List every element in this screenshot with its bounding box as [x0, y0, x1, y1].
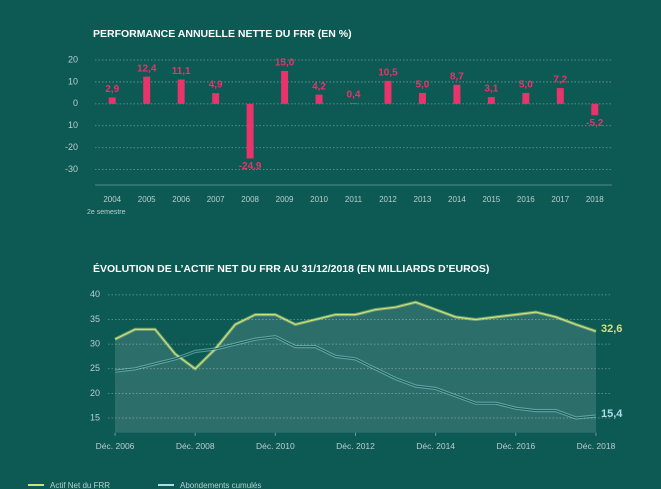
x-tick-label: 2006 [172, 195, 190, 204]
y-tick-label: 20 [68, 54, 78, 64]
value-label: 32,6 [601, 323, 622, 335]
value-label: 4,2 [312, 81, 326, 92]
bar [350, 102, 357, 104]
y-tick-label: 40 [90, 289, 100, 299]
annotation: 2e semestre [87, 209, 126, 216]
x-tick-label: 2010 [310, 195, 328, 204]
value-label: 0,4 [347, 90, 361, 101]
legend-label: Actif Net du FRR [50, 481, 110, 489]
y-tick-label: 25 [90, 363, 100, 373]
value-label: 5,0 [415, 80, 429, 91]
value-label: 8,7 [450, 71, 464, 82]
x-tick-label: Déc. 2012 [336, 441, 375, 451]
x-tick-label: 2014 [448, 195, 466, 204]
value-label: -24,9 [239, 161, 262, 172]
bar [591, 103, 599, 116]
y-tick-label: 30 [90, 338, 100, 348]
line [114, 336, 597, 419]
x-tick-label: 2004 [103, 195, 121, 204]
value-label: 3,1 [484, 84, 498, 95]
y-tick-label: 10 [68, 76, 78, 86]
x-tick-label: 2009 [276, 195, 294, 204]
x-tick-label: Déc. 2018 [576, 441, 616, 451]
x-tick-label: 2017 [551, 195, 569, 204]
value-label: 10,5 [378, 67, 398, 78]
x-tick-label: 2011 [345, 195, 363, 204]
x-tick-label: Déc. 2014 [416, 441, 456, 451]
x-tick-label: 2018 [586, 195, 604, 204]
x-tick-label: 2013 [414, 195, 432, 204]
bar [315, 94, 323, 104]
bar [384, 80, 392, 104]
bar [212, 93, 220, 104]
bar [453, 84, 461, 104]
x-tick-label: Déc. 2008 [175, 441, 215, 451]
x-tick-label: 2005 [138, 195, 156, 204]
x-tick-label: 2008 [241, 195, 259, 204]
value-label: 2,9 [105, 84, 119, 95]
value-label: 4,9 [209, 80, 223, 91]
bar [143, 76, 151, 104]
x-tick-label: Déc. 2016 [496, 441, 536, 451]
y-tick-label: 10 [68, 120, 78, 130]
value-label: 15,4 [601, 408, 623, 420]
bar [177, 79, 185, 104]
legend-label: Abondements cumulés [180, 481, 261, 489]
value-label: -5,2 [586, 118, 604, 129]
bar [487, 97, 495, 104]
value-label: 15,0 [275, 58, 295, 69]
y-tick-label: 15 [90, 412, 100, 422]
x-tick-label: Déc. 2010 [255, 441, 295, 451]
y-tick-label: -20 [65, 142, 78, 152]
x-tick-label: 2015 [482, 195, 500, 204]
bar [281, 70, 289, 104]
bar [246, 103, 254, 159]
area [115, 302, 596, 433]
value-label: 5,0 [519, 80, 533, 91]
chart-title: PERFORMANCE ANNUELLE NETTE DU FRR (EN %) [93, 28, 352, 40]
x-tick-label: 2012 [379, 195, 397, 204]
bar [418, 92, 426, 104]
y-tick-label: 0 [73, 98, 78, 108]
y-tick-label: -30 [65, 164, 78, 174]
line [114, 301, 597, 370]
y-tick-label: 20 [90, 388, 100, 398]
value-label: 7,2 [553, 75, 567, 86]
x-tick-label: 2007 [207, 195, 225, 204]
value-label: 11,1 [172, 66, 191, 77]
bar [556, 88, 564, 104]
y-tick-label: 35 [90, 314, 100, 324]
x-tick-label: Déc. 2006 [95, 441, 135, 451]
bar [108, 97, 116, 104]
bar [522, 92, 530, 104]
x-tick-label: 2016 [517, 195, 535, 204]
value-label: 12,4 [137, 63, 157, 74]
chart-title: ÉVOLUTION DE L’ACTIF NET DU FRR AU 31/12… [93, 262, 489, 275]
